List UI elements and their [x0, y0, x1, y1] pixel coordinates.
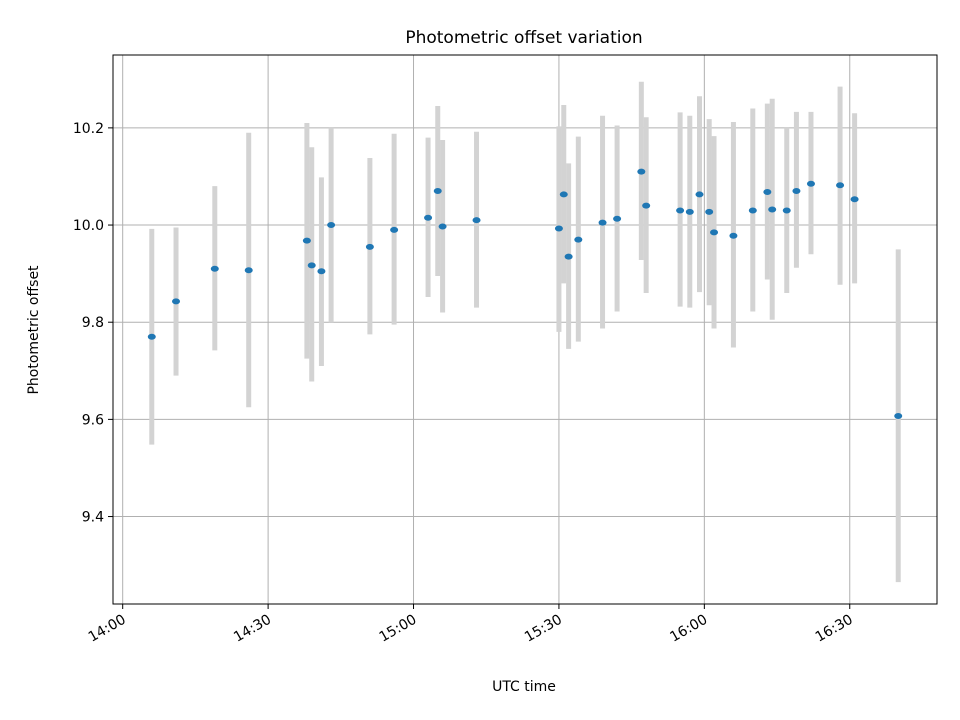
data-point — [365, 243, 374, 250]
y-axis-label: Photometric offset — [26, 265, 42, 395]
data-point — [472, 217, 481, 224]
chart-title: Photometric offset variation — [405, 28, 642, 48]
x-tick-label: 16:00 — [667, 612, 710, 646]
data-point — [317, 268, 326, 275]
y-tick-label: 10.0 — [73, 218, 104, 234]
y-tick-label: 9.6 — [82, 412, 104, 428]
data-point — [729, 232, 738, 239]
data-point — [792, 188, 801, 195]
x-tick-label: 14:00 — [86, 612, 129, 646]
data-point — [574, 236, 583, 243]
y-axis: 9.4 9.6 9.8 10.0 10.2 — [73, 121, 113, 526]
data-point — [564, 253, 573, 260]
data-point — [433, 188, 442, 195]
data-point — [894, 412, 903, 419]
data-point — [424, 214, 433, 221]
data-point — [210, 265, 219, 272]
data-point — [559, 191, 568, 198]
y-tick-label: 9.8 — [82, 315, 104, 331]
x-tick-label: 15:00 — [377, 612, 420, 646]
data-point — [695, 191, 704, 198]
data-point — [806, 180, 815, 187]
data-point — [642, 202, 651, 209]
data-point — [748, 207, 757, 214]
data-point — [172, 298, 181, 305]
data-point — [390, 226, 399, 233]
data-point — [685, 208, 694, 215]
data-point — [782, 207, 791, 214]
y-tick-label: 9.4 — [82, 510, 104, 526]
data-point — [705, 208, 714, 215]
data-point — [637, 168, 646, 175]
data-point — [763, 189, 772, 196]
data-point — [302, 237, 311, 244]
data-point — [554, 225, 563, 232]
data-point — [438, 223, 447, 230]
x-axis: 14:00 14:30 15:00 15:30 16:00 16:30 — [86, 604, 856, 646]
grid-layer — [113, 55, 937, 604]
point-layer — [147, 168, 903, 419]
data-point — [676, 207, 685, 214]
data-point — [147, 333, 156, 340]
data-point — [836, 182, 845, 189]
errorbar-layer — [149, 81, 901, 583]
data-point — [598, 219, 607, 226]
data-point — [613, 215, 622, 222]
data-point — [307, 262, 316, 269]
y-tick-label: 10.2 — [73, 121, 104, 137]
data-point — [327, 222, 336, 229]
plot-frame — [112, 54, 938, 605]
x-axis-label: UTC time — [492, 679, 556, 695]
x-tick-label: 14:30 — [231, 612, 274, 646]
data-point — [850, 196, 859, 203]
x-tick-label: 16:30 — [813, 612, 856, 646]
data-point — [768, 206, 777, 213]
x-tick-label: 15:30 — [522, 612, 565, 646]
data-point — [244, 267, 253, 274]
data-point — [710, 229, 719, 236]
